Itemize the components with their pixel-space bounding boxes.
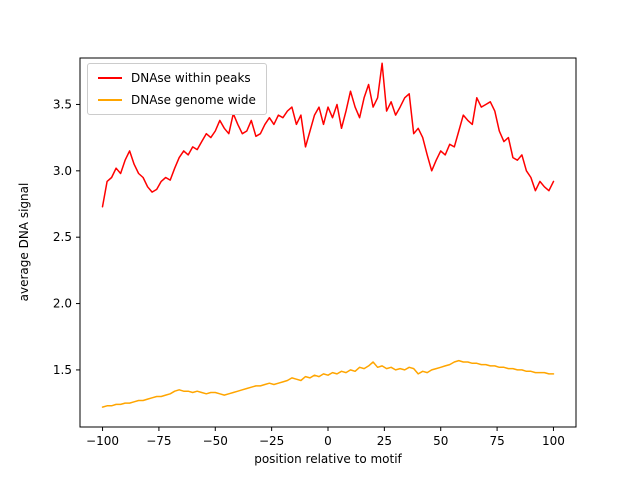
legend-item-genome: DNAse genome wide (98, 93, 256, 107)
x-tick-label: −75 (146, 434, 171, 448)
legend-label-peaks: DNAse within peaks (131, 71, 251, 85)
x-tick-label: −25 (259, 434, 284, 448)
y-axis-label: average DNA signal (17, 182, 31, 302)
x-tick-label: 25 (377, 434, 392, 448)
y-tick-label: 3.5 (53, 97, 72, 111)
x-tick-label: 75 (489, 434, 504, 448)
x-tick-label: −100 (86, 434, 119, 448)
y-tick-label: 1.5 (53, 363, 72, 377)
series-line-genome (101, 359, 555, 408)
x-tick-label: 50 (433, 434, 448, 448)
y-tick-label: 3.0 (53, 164, 72, 178)
legend: DNAse within peaks DNAse genome wide (87, 63, 267, 115)
legend-item-peaks: DNAse within peaks (98, 71, 256, 85)
x-tick-label: 0 (324, 434, 332, 448)
y-tick-label: 2.5 (53, 230, 72, 244)
orange-line-swatch (98, 99, 122, 101)
x-tick-label: 100 (542, 434, 565, 448)
y-tick-label: 2.0 (53, 297, 72, 311)
red-line-swatch (98, 77, 122, 79)
x-axis-label: position relative to motif (254, 452, 402, 466)
x-tick-label: −50 (203, 434, 228, 448)
series-line-peaks (101, 62, 555, 208)
legend-label-genome: DNAse genome wide (131, 93, 256, 107)
